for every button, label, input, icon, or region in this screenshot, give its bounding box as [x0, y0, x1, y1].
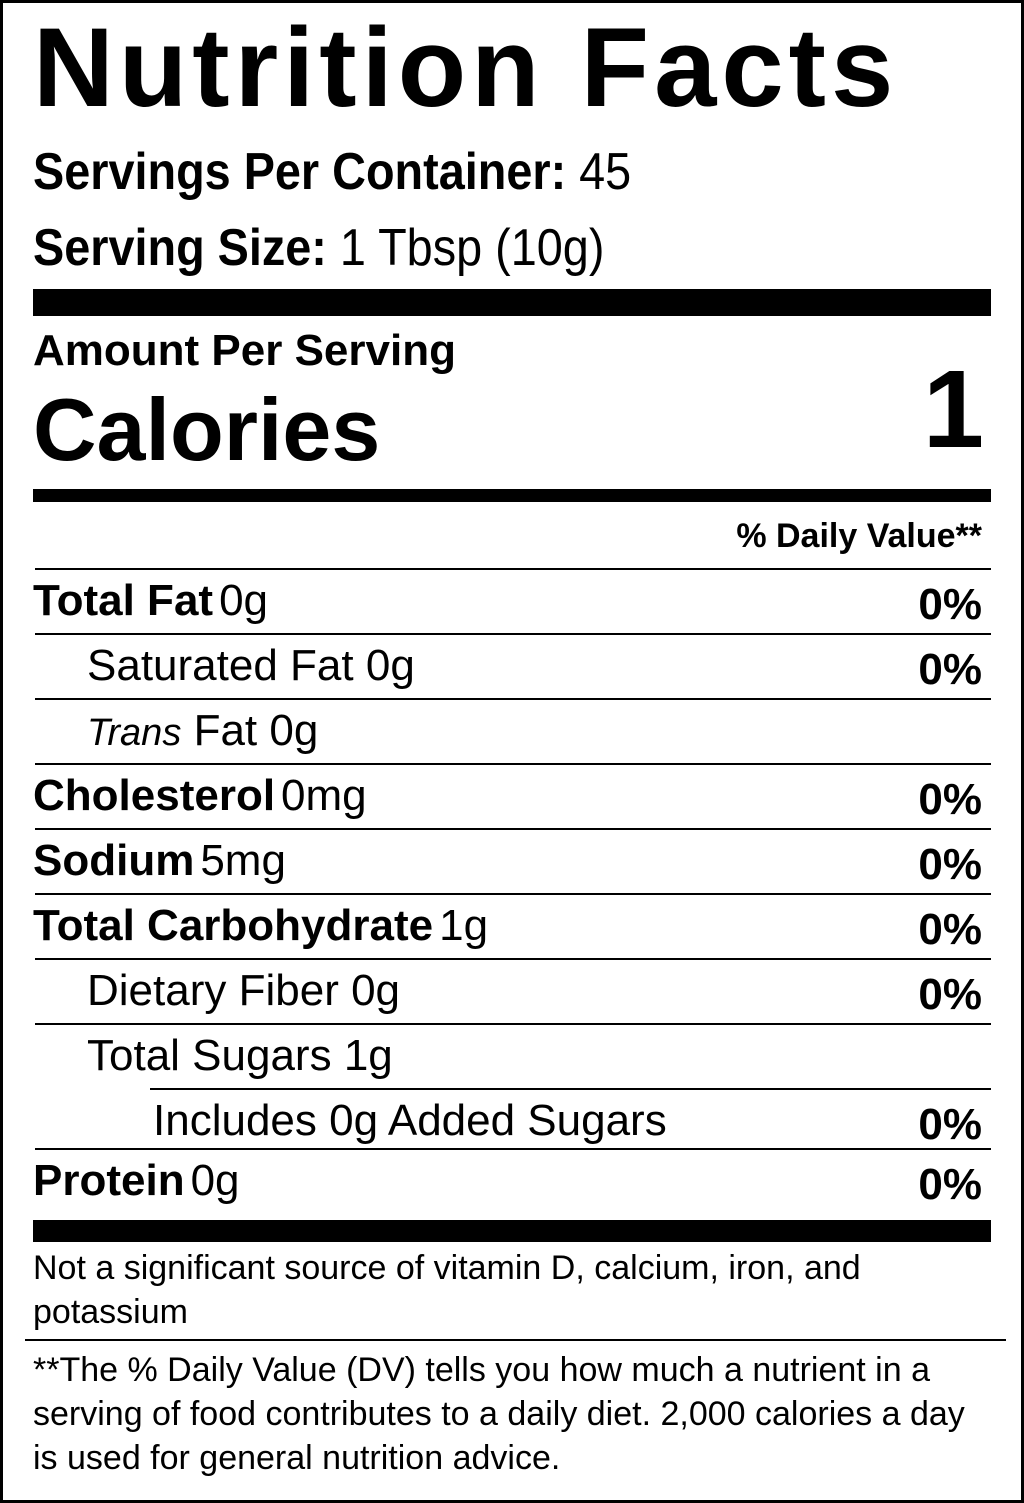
row-divider	[35, 828, 991, 830]
nutrient-label: Cholesterol 0mg	[33, 770, 367, 822]
daily-value-header: % Daily Value**	[736, 517, 982, 555]
row-divider	[35, 958, 991, 960]
nutrient-label: Includes 0g Added Sugars	[153, 1095, 667, 1147]
nutrient-amount: 0g	[219, 576, 269, 625]
nutrient-name: Cholesterol	[33, 771, 276, 820]
servings-per-container: Servings Per Container: 45	[33, 143, 632, 201]
nutrient-amount: 1g	[439, 901, 489, 950]
row-divider	[35, 1148, 991, 1150]
row-divider	[35, 698, 991, 700]
daily-value-percent: 0%	[918, 840, 982, 889]
nutrient-row: Total Fat 0g 0%	[0, 569, 1024, 633]
nutrient-amount: 1g	[343, 1031, 393, 1080]
nutrient-amount: 5mg	[200, 836, 286, 885]
row-divider	[150, 1088, 991, 1090]
thick-divider-bottom	[33, 1220, 991, 1242]
nutrient-row: Includes 0g Added Sugars 0%	[0, 1089, 1024, 1153]
nutrient-row: Sodium 5mg 0%	[0, 829, 1024, 893]
daily-value-percent: 0%	[918, 645, 982, 694]
nutrient-label: Total Fat 0g	[33, 575, 268, 627]
nutrient-amount: 0g	[269, 706, 319, 755]
nutrient-amount: 0g	[365, 641, 415, 690]
nutrient-row: Cholesterol 0mg 0%	[0, 764, 1024, 828]
calories-label: Calories	[33, 380, 381, 479]
row-divider	[35, 633, 991, 635]
nutrient-label: Dietary Fiber 0g	[87, 965, 400, 1017]
thick-divider	[33, 289, 991, 316]
nutrient-amount: 0mg	[281, 771, 367, 820]
nutrient-amount: 0g	[351, 966, 401, 1015]
daily-value-percent: 0%	[918, 580, 982, 629]
row-divider	[35, 763, 991, 765]
amount-per-serving: Amount Per Serving	[33, 326, 456, 375]
nutrient-name: Includes 0g Added Sugars	[153, 1096, 667, 1145]
serving-size: Serving Size: 1 Tbsp (10g)	[33, 219, 605, 277]
nutrient-label: Protein 0g	[33, 1155, 240, 1207]
daily-value-percent: 0%	[918, 970, 982, 1019]
nutrient-row: Protein 0g 0%	[0, 1149, 1024, 1213]
nutrient-amount: 0g	[190, 1156, 240, 1205]
vitamin-footnote: Not a significant source of vitamin D, c…	[33, 1249, 861, 1331]
daily-value-percent: 0%	[918, 775, 982, 824]
nutrient-name: Total Carbohydrate	[33, 901, 434, 950]
nutrient-row: Total Carbohydrate 1g 0%	[0, 894, 1024, 958]
nutrient-label: Total Carbohydrate 1g	[33, 900, 488, 952]
nutrient-name: Protein	[33, 1156, 185, 1205]
daily-value-percent: 0%	[918, 1100, 982, 1149]
nutrient-row: Total Sugars 1g	[0, 1024, 1024, 1088]
row-divider	[35, 1023, 991, 1025]
medium-divider	[33, 489, 991, 502]
nutrient-name: Trans	[87, 712, 182, 754]
nutrient-row: Dietary Fiber 0g 0%	[0, 959, 1024, 1023]
daily-value-percent: 0%	[918, 1160, 982, 1209]
row-divider	[35, 568, 991, 570]
label-title: Nutrition Facts	[33, 5, 899, 130]
nutrient-name-suffix: Fat	[193, 706, 258, 755]
nutrient-row: Trans Fat 0g	[0, 699, 1024, 763]
nutrient-label: Total Sugars 1g	[87, 1030, 393, 1082]
nutrient-label: Trans Fat 0g	[87, 705, 318, 759]
nutrient-row: Saturated Fat 0g 0%	[0, 634, 1024, 698]
nutrient-name: Sodium	[33, 836, 195, 885]
calories-value: 1	[922, 348, 984, 471]
nutrient-name: Dietary Fiber	[87, 966, 339, 1015]
nutrient-label: Saturated Fat 0g	[87, 640, 415, 692]
row-divider	[35, 893, 991, 895]
daily-value-percent: 0%	[918, 905, 982, 954]
nutrient-name: Saturated Fat	[87, 641, 354, 690]
nutrient-name: Total Sugars	[87, 1031, 332, 1080]
nutrient-label: Sodium 5mg	[33, 835, 286, 887]
footnote-divider	[25, 1339, 1006, 1341]
nutrient-name: Total Fat	[33, 576, 214, 625]
daily-value-footnote: **The % Daily Value (DV) tells you how m…	[33, 1351, 965, 1477]
